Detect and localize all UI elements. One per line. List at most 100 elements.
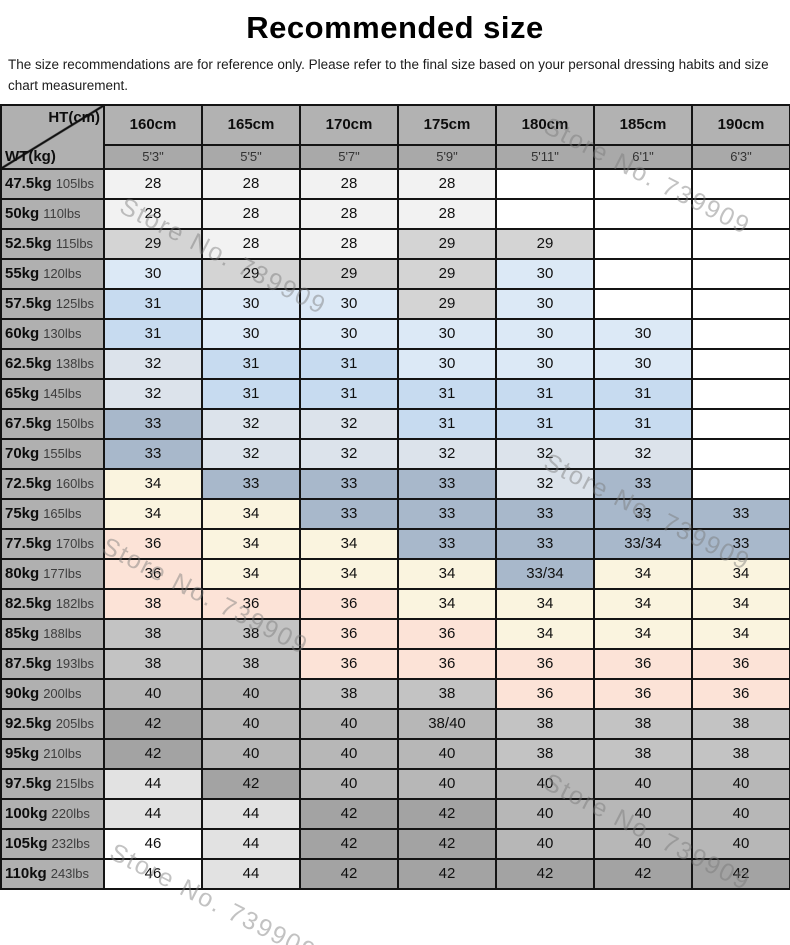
- size-cell: 44: [201, 797, 301, 830]
- corner-cell: HT(cm) WT(kg): [0, 103, 105, 170]
- size-cell: [691, 437, 790, 470]
- disclaimer-text: The size recommendations are for referen…: [8, 57, 769, 93]
- size-cell: 40: [201, 677, 301, 710]
- table-row: 55kg 120lbs 30 29 29 29 30: [0, 257, 790, 290]
- size-cell: 30: [397, 347, 497, 380]
- size-cell: 29: [397, 227, 497, 260]
- size-cell: 28: [103, 197, 203, 230]
- size-cell: 33/34: [593, 527, 693, 560]
- size-cell: 30: [495, 287, 595, 320]
- weight-lbs-label: 110lbs: [43, 205, 81, 221]
- weight-lbs-label: 210lbs: [43, 745, 82, 761]
- weight-lbs-label: 182lbs: [55, 595, 95, 611]
- size-cell: 42: [299, 827, 399, 860]
- weight-kg-label: 67.5kg: [5, 414, 52, 432]
- weight-kg-label: 77.5kg: [5, 534, 52, 552]
- size-cell: 34: [201, 557, 301, 590]
- size-cell: 40: [495, 827, 595, 860]
- size-cell: 44: [201, 857, 301, 890]
- weight-lbs-label: 115lbs: [55, 235, 94, 251]
- weight-label-cell: 70kg 155lbs: [0, 437, 105, 470]
- weight-lbs-label: 165lbs: [43, 505, 82, 521]
- size-cell: 42: [495, 857, 595, 890]
- table-row: 85kg 188lbs 38 38 36 36 34 34 34: [0, 617, 790, 650]
- size-cell: 31: [397, 407, 497, 440]
- size-cell: 36: [201, 587, 301, 620]
- weight-label-cell: 62.5kg 138lbs: [0, 347, 105, 380]
- size-cell: 38: [691, 737, 790, 770]
- weight-label-cell: 55kg 120lbs: [0, 257, 105, 290]
- size-cell: 30: [495, 257, 595, 290]
- size-cell: 32: [299, 407, 399, 440]
- weight-kg-label: 65kg: [5, 384, 40, 402]
- size-cell: 34: [299, 527, 399, 560]
- size-table-body: HT(cm) WT(kg) 160cm 165cm 170cm 175cm 180cm 185…: [0, 103, 790, 890]
- weight-label-cell: 97.5kg 215lbs: [0, 767, 105, 800]
- weight-label-cell: 60kg 130lbs: [0, 317, 105, 350]
- size-cell: 36: [593, 647, 693, 680]
- weight-lbs-label: 125lbs: [55, 295, 95, 311]
- weight-lbs-label: 120lbs: [43, 265, 82, 281]
- size-cell: 30: [593, 317, 693, 350]
- size-cell: 31: [397, 377, 497, 410]
- height-cm-header: 180cm: [495, 103, 595, 146]
- table-row: 70kg 155lbs 33 32 32 32 32 32: [0, 437, 790, 470]
- size-cell: 42: [397, 827, 497, 860]
- weight-lbs-label: 220lbs: [51, 805, 90, 821]
- size-cell: 40: [691, 827, 790, 860]
- size-cell: 38: [495, 707, 595, 740]
- size-cell: 33: [691, 497, 790, 530]
- table-row: 47.5kg 105lbs 28 28 28 28: [0, 167, 790, 200]
- size-cell: 29: [397, 257, 497, 290]
- size-cell: 38: [299, 677, 399, 710]
- table-row: 52.5kg 115lbs 29 28 28 29 29: [0, 227, 790, 260]
- size-cell: 40: [299, 767, 399, 800]
- size-cell: [691, 227, 790, 260]
- weight-label-cell: 47.5kg 105lbs: [0, 167, 105, 200]
- weight-label-cell: 95kg 210lbs: [0, 737, 105, 770]
- size-cell: 33: [299, 497, 399, 530]
- size-cell: 40: [593, 767, 693, 800]
- table-row: 105kg 232lbs 46 44 42 42 40 40 40: [0, 827, 790, 860]
- size-cell: 33/34: [495, 557, 595, 590]
- weight-kg-label: 62.5kg: [5, 354, 52, 372]
- weight-kg-label: 100kg: [5, 804, 48, 822]
- size-cell: 32: [201, 437, 301, 470]
- size-cell: 44: [201, 827, 301, 860]
- size-cell: 38: [103, 647, 203, 680]
- size-cell: 40: [103, 677, 203, 710]
- weight-kg-label: 70kg: [5, 444, 40, 462]
- size-cell: 31: [103, 287, 203, 320]
- size-cell: 30: [201, 287, 301, 320]
- size-cell: [691, 407, 790, 440]
- weight-lbs-label: 215lbs: [55, 775, 95, 791]
- weight-lbs-label: 243lbs: [50, 865, 90, 881]
- size-cell: 33: [397, 497, 497, 530]
- weight-kg-label: 55kg: [5, 264, 40, 282]
- size-cell: 44: [103, 767, 203, 800]
- weight-kg-label: 110kg: [5, 864, 47, 882]
- size-cell: 31: [299, 377, 399, 410]
- table-row: 72.5kg 160lbs 34 33 33 33 32 33: [0, 467, 790, 500]
- table-row: 62.5kg 138lbs 32 31 31 30 30 30: [0, 347, 790, 380]
- table-row: 77.5kg 170lbs 36 34 34 33 33 33/34 33: [0, 527, 790, 560]
- size-cell: [691, 317, 790, 350]
- size-cell: 32: [495, 467, 595, 500]
- size-cell: 42: [397, 797, 497, 830]
- height-cm-header: 190cm: [691, 103, 790, 146]
- weight-label-cell: 75kg 165lbs: [0, 497, 105, 530]
- size-cell: 31: [201, 347, 301, 380]
- size-cell: 33: [299, 467, 399, 500]
- weight-kg-label: 97.5kg: [5, 774, 52, 792]
- size-cell: 42: [103, 707, 203, 740]
- size-cell: 38: [593, 707, 693, 740]
- size-cell: 30: [593, 347, 693, 380]
- height-cm-header: 170cm: [299, 103, 399, 146]
- size-cell: 36: [397, 617, 497, 650]
- weight-lbs-label: 160lbs: [55, 475, 95, 491]
- weight-lbs-label: 130lbs: [43, 325, 82, 341]
- size-cell: [691, 167, 790, 200]
- size-cell: 33: [495, 497, 595, 530]
- size-cell: 28: [201, 227, 301, 260]
